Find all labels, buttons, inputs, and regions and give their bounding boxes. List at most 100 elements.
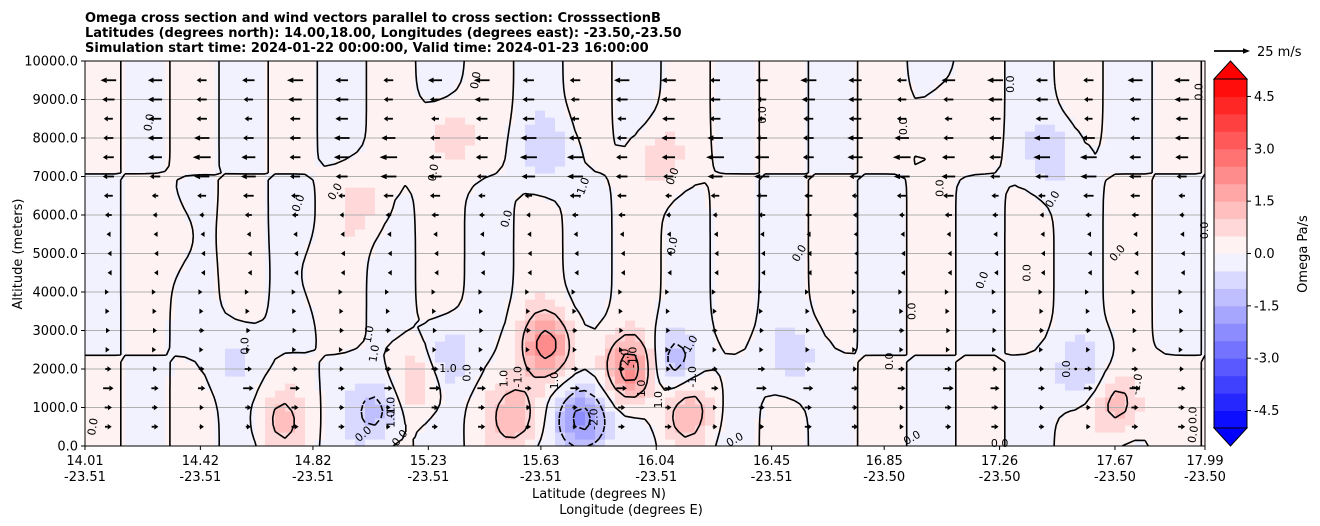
omega-cell — [1065, 138, 1076, 146]
omega-cell — [1135, 376, 1146, 384]
omega-cell — [855, 194, 866, 202]
omega-cell — [605, 425, 616, 433]
omega-cell — [555, 369, 566, 377]
omega-cell — [235, 432, 246, 440]
omega-cell — [565, 271, 576, 279]
omega-cell — [1045, 432, 1056, 440]
omega-cell — [1195, 292, 1205, 300]
omega-cell — [505, 425, 516, 433]
omega-cell — [835, 229, 846, 237]
omega-cell — [245, 348, 256, 356]
omega-cell — [945, 285, 956, 293]
omega-cell — [1055, 341, 1066, 349]
omega-cell — [1055, 355, 1066, 363]
omega-cell — [875, 341, 886, 349]
omega-cell — [745, 138, 756, 146]
omega-cell — [1105, 215, 1116, 223]
omega-cell — [1125, 229, 1136, 237]
omega-cell — [735, 376, 746, 384]
omega-cell — [355, 439, 366, 446]
omega-cell — [625, 334, 636, 342]
omega-cell — [1185, 432, 1196, 440]
omega-cell — [1015, 376, 1026, 384]
omega-cell — [565, 166, 576, 174]
omega-cell — [815, 306, 826, 314]
omega-cell — [1015, 397, 1026, 405]
omega-cell — [865, 138, 876, 146]
omega-cell — [945, 341, 956, 349]
omega-cell — [785, 306, 796, 314]
omega-cell — [535, 306, 546, 314]
omega-cell — [585, 397, 596, 405]
omega-cell — [975, 390, 986, 398]
omega-cell — [1185, 166, 1196, 174]
omega-cell — [675, 145, 686, 153]
omega-cell — [835, 320, 846, 328]
omega-cell — [415, 362, 426, 370]
omega-cell — [695, 264, 706, 272]
omega-cell — [1195, 348, 1205, 356]
omega-cell — [1095, 341, 1106, 349]
omega-cell — [515, 138, 526, 146]
omega-cell — [775, 390, 786, 398]
omega-cell — [95, 194, 106, 202]
omega-cell — [785, 208, 796, 216]
omega-cell — [245, 264, 256, 272]
omega-cell — [955, 264, 966, 272]
omega-cell — [535, 222, 546, 230]
omega-cell — [275, 299, 286, 307]
omega-cell — [1025, 145, 1036, 153]
omega-cell — [265, 243, 276, 251]
omega-cell — [185, 215, 196, 223]
omega-cell — [345, 362, 356, 370]
omega-cell — [205, 152, 216, 160]
omega-cell — [855, 152, 866, 160]
omega-cell — [835, 411, 846, 419]
omega-cell — [365, 243, 376, 251]
omega-cell — [1125, 222, 1136, 230]
omega-cell — [1125, 166, 1136, 174]
omega-cell — [905, 222, 916, 230]
omega-cell — [875, 376, 886, 384]
omega-cell — [295, 159, 306, 167]
omega-cell — [365, 411, 376, 419]
omega-cell — [195, 390, 206, 398]
omega-cell — [155, 341, 166, 349]
omega-cell — [1165, 180, 1176, 188]
omega-cell — [395, 362, 406, 370]
omega-cell — [465, 271, 476, 279]
omega-cell — [895, 236, 906, 244]
omega-cell — [365, 166, 376, 174]
omega-cell — [265, 418, 276, 426]
omega-cell — [825, 278, 836, 286]
omega-cell — [955, 341, 966, 349]
omega-cell — [445, 306, 456, 314]
omega-cell — [425, 229, 436, 237]
omega-cell — [95, 334, 106, 342]
omega-cell — [775, 264, 786, 272]
omega-cell — [1035, 355, 1046, 363]
omega-cell — [85, 152, 96, 160]
omega-cell — [435, 285, 446, 293]
omega-cell — [1095, 348, 1106, 356]
omega-cell — [235, 194, 246, 202]
omega-cell — [895, 257, 906, 265]
omega-cell — [675, 313, 686, 321]
omega-cell — [835, 376, 846, 384]
omega-cell — [545, 376, 556, 384]
omega-cell — [525, 271, 536, 279]
omega-cell — [685, 299, 696, 307]
omega-cell — [95, 411, 106, 419]
omega-cell — [715, 271, 726, 279]
omega-cell — [1165, 369, 1176, 377]
omega-cell — [895, 299, 906, 307]
omega-cell — [785, 278, 796, 286]
omega-cell — [1035, 166, 1046, 174]
omega-cell — [635, 229, 646, 237]
omega-cell — [515, 145, 526, 153]
omega-cell — [735, 271, 746, 279]
omega-cell — [365, 313, 376, 321]
omega-cell — [885, 194, 896, 202]
omega-cell — [885, 278, 896, 286]
omega-cell — [895, 145, 906, 153]
